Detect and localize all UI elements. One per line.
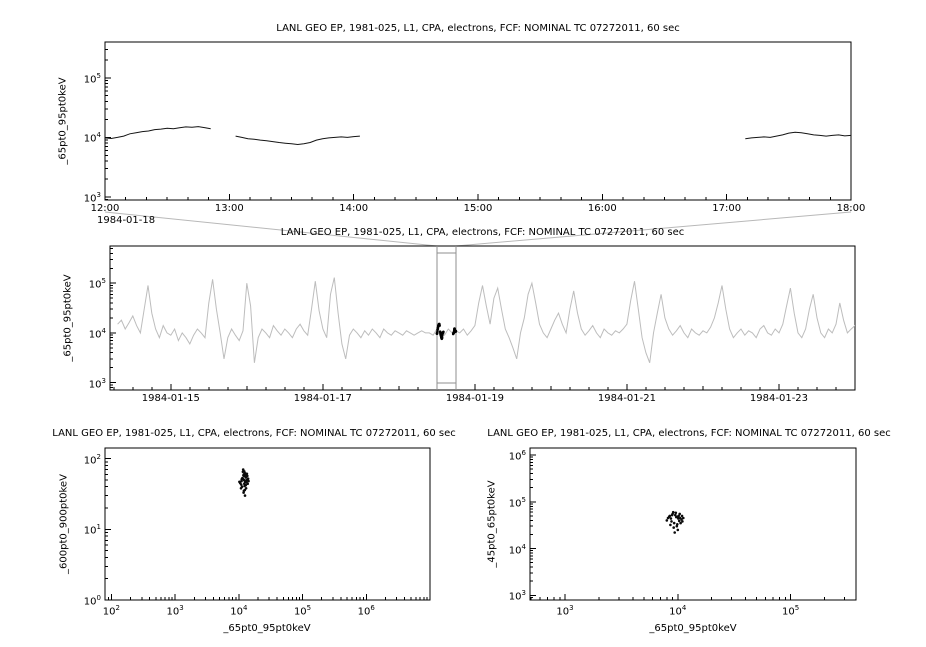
scatter-right-y-axis-label: _45pt0_65pt0keV [486, 480, 498, 568]
detail-y-axis-label: _65pt0_95pt0keV [57, 77, 69, 165]
highlighted-interval-points [435, 322, 458, 341]
zoom-connector-left [104, 211, 437, 247]
overview-plot-title: LANL GEO EP, 1981-025, L1, CPA, electron… [280, 227, 685, 238]
scatter-left-plot-area[interactable] [105, 448, 430, 600]
detail-x-axis-date-label: 1984-01-18 [97, 215, 156, 226]
data-line [105, 126, 211, 140]
axis-ticks [104, 48, 852, 201]
detail-plot-area[interactable] [105, 42, 851, 200]
scatter-left-x-axis-label: _65pt0_95pt0keV [223, 623, 311, 634]
overview-y-axis-label: _65pt0_95pt0keV [62, 274, 74, 362]
axis-ticks [530, 454, 845, 601]
plot-frame [529, 447, 857, 601]
scatter-right-x-axis-label: _65pt0_95pt0keV [649, 623, 737, 634]
scatter-right-plot-area[interactable] [530, 448, 856, 600]
scatter-left-y-axis-label: _600pt0_900pt0keV [58, 474, 70, 574]
zoom-selection-handle[interactable] [437, 246, 456, 390]
plot-frame [104, 447, 431, 601]
axis-ticks [104, 458, 428, 601]
overview-plot-area[interactable] [110, 246, 855, 390]
scatter-points [238, 468, 250, 497]
scatter-right-title: LANL GEO EP, 1981-025, L1, CPA, electron… [487, 428, 891, 439]
zoom-selection-box [436, 246, 457, 390]
data-line [745, 131, 851, 140]
zoom-connector-right [455, 211, 852, 247]
scatter-left-title: LANL GEO EP, 1981-025, L1, CPA, electron… [52, 428, 456, 439]
data-line [117, 277, 855, 363]
scatter-points [665, 510, 685, 534]
axis-ticks [110, 248, 856, 390]
data-line [235, 135, 360, 146]
detail-plot-title: LANL GEO EP, 1981-025, L1, CPA, electron… [276, 23, 680, 34]
